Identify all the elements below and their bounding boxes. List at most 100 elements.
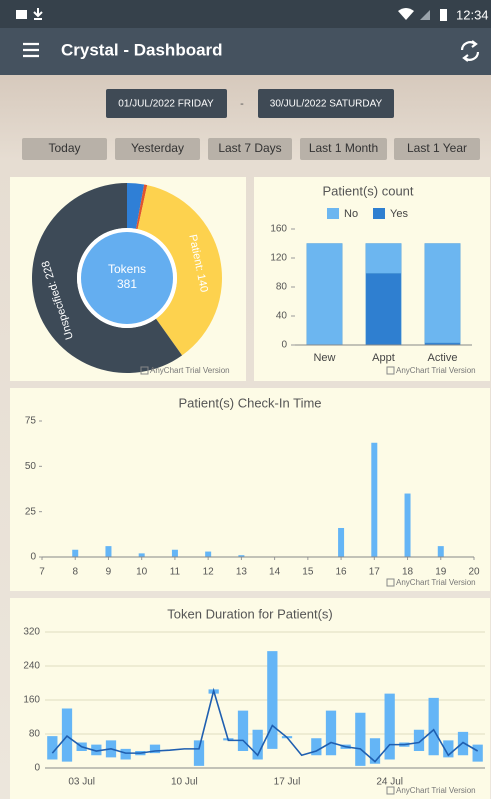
date-separator: - bbox=[240, 98, 244, 110]
filter-button[interactable] bbox=[300, 138, 387, 160]
legend-swatch bbox=[373, 208, 385, 219]
x-tick-label: 10 bbox=[136, 567, 148, 578]
x-tick-label: 14 bbox=[269, 567, 281, 578]
y-tick-label: 75 bbox=[25, 416, 37, 427]
chart-title: Token Duration for Patient(s) bbox=[167, 606, 332, 621]
filter-button[interactable] bbox=[394, 138, 480, 160]
credit-icon bbox=[386, 578, 395, 587]
range-bar bbox=[91, 744, 102, 756]
date-to: 30/JUL/2022 SATURDAY bbox=[270, 99, 383, 110]
card bbox=[10, 598, 490, 799]
x-tick-label: New bbox=[313, 352, 335, 364]
y-tick-label: 240 bbox=[23, 661, 40, 672]
y-tick-label: 0 bbox=[281, 340, 287, 351]
range-bar bbox=[384, 693, 395, 760]
y-tick-label: 25 bbox=[25, 506, 37, 517]
credit: AnyChart Trial Version bbox=[396, 578, 476, 587]
bar bbox=[138, 553, 145, 557]
y-tick-label: 80 bbox=[276, 282, 288, 293]
y-tick-label: 320 bbox=[23, 627, 40, 638]
refresh-button[interactable] bbox=[460, 40, 480, 62]
legend-label: Yes bbox=[390, 208, 408, 220]
bar bbox=[171, 549, 178, 557]
range-bar bbox=[325, 710, 337, 756]
credit-icon bbox=[386, 366, 395, 375]
x-tick-label: 8 bbox=[72, 567, 78, 578]
legend-swatch bbox=[327, 208, 339, 219]
line bbox=[51, 687, 479, 763]
y-tick-label: 160 bbox=[270, 224, 287, 235]
clock: 12:34 bbox=[456, 7, 489, 22]
filter-button[interactable] bbox=[208, 138, 292, 160]
range-bar bbox=[47, 736, 58, 760]
x-tick-label: 18 bbox=[402, 567, 414, 578]
card bbox=[10, 388, 490, 591]
x-tick-label: 10 Jul bbox=[171, 777, 198, 788]
range-bar bbox=[457, 731, 469, 756]
range-bar bbox=[237, 710, 249, 751]
x-tick-label: 15 bbox=[302, 567, 314, 578]
range-bar bbox=[311, 738, 322, 756]
x-tick-label: Appt bbox=[372, 352, 395, 364]
range-bar bbox=[443, 740, 454, 758]
x-tick-label: 19 bbox=[435, 567, 447, 578]
range-bar bbox=[472, 744, 483, 762]
bar-segment bbox=[365, 243, 402, 274]
y-tick-label: 120 bbox=[270, 253, 287, 264]
battery-icon bbox=[440, 9, 447, 21]
donut-center bbox=[81, 232, 173, 324]
filter-label: Yesterday bbox=[131, 141, 184, 155]
credit-icon bbox=[140, 366, 149, 375]
x-tick-label: 17 Jul bbox=[274, 777, 301, 788]
x-tick-label: 13 bbox=[236, 567, 248, 578]
x-tick-label: Active bbox=[428, 352, 458, 364]
bar bbox=[371, 442, 378, 557]
y-tick-label: 50 bbox=[25, 461, 37, 472]
range-bar bbox=[149, 744, 161, 754]
x-tick-label: 9 bbox=[106, 567, 112, 578]
pie-slice bbox=[32, 183, 183, 373]
y-tick-label: 0 bbox=[34, 763, 40, 774]
y-tick-label: 80 bbox=[29, 729, 41, 740]
range-bar bbox=[428, 697, 439, 756]
refresh-arrow bbox=[462, 40, 478, 62]
x-tick-label: 24 Jul bbox=[376, 777, 403, 788]
status-icon bbox=[16, 10, 27, 19]
app-title: Crystal - Dashboard bbox=[61, 40, 223, 59]
chart-title: Patient(s) Check-In Time bbox=[178, 395, 321, 410]
legend-label: No bbox=[344, 208, 358, 220]
pie-slice bbox=[127, 183, 145, 229]
pie-slice bbox=[136, 184, 148, 230]
range-bar bbox=[413, 729, 425, 751]
y-tick-label: 160 bbox=[23, 695, 40, 706]
chart-title: Patient(s) count bbox=[322, 183, 413, 198]
filter-label: Last 1 Year bbox=[407, 141, 467, 155]
range-bar bbox=[193, 740, 205, 766]
credit: AnyChart Trial Version bbox=[396, 366, 476, 375]
bar-segment bbox=[365, 272, 402, 346]
filter-button[interactable] bbox=[22, 138, 107, 160]
filter-label: Last 1 Month bbox=[309, 141, 378, 155]
range-bar bbox=[120, 748, 131, 760]
x-tick-label: 7 bbox=[39, 567, 45, 578]
x-tick-label: 12 bbox=[203, 567, 215, 578]
bar bbox=[437, 546, 444, 557]
range-bar bbox=[61, 708, 73, 762]
wifi-icon bbox=[398, 8, 414, 20]
credit: AnyChart Trial Version bbox=[150, 366, 230, 375]
y-tick-label: 0 bbox=[30, 552, 36, 563]
filter-button[interactable] bbox=[115, 138, 200, 160]
x-tick-label: 11 bbox=[170, 567, 181, 578]
status-bar bbox=[0, 0, 491, 28]
bar bbox=[205, 551, 212, 557]
pie-slice bbox=[137, 185, 223, 356]
bar bbox=[404, 493, 411, 557]
x-tick-label: 20 bbox=[468, 567, 480, 578]
date-from-button[interactable] bbox=[106, 89, 227, 118]
menu-button[interactable] bbox=[23, 42, 39, 58]
date-to-button[interactable] bbox=[258, 89, 394, 118]
range-bar bbox=[252, 729, 263, 760]
credit-icon bbox=[386, 786, 395, 795]
